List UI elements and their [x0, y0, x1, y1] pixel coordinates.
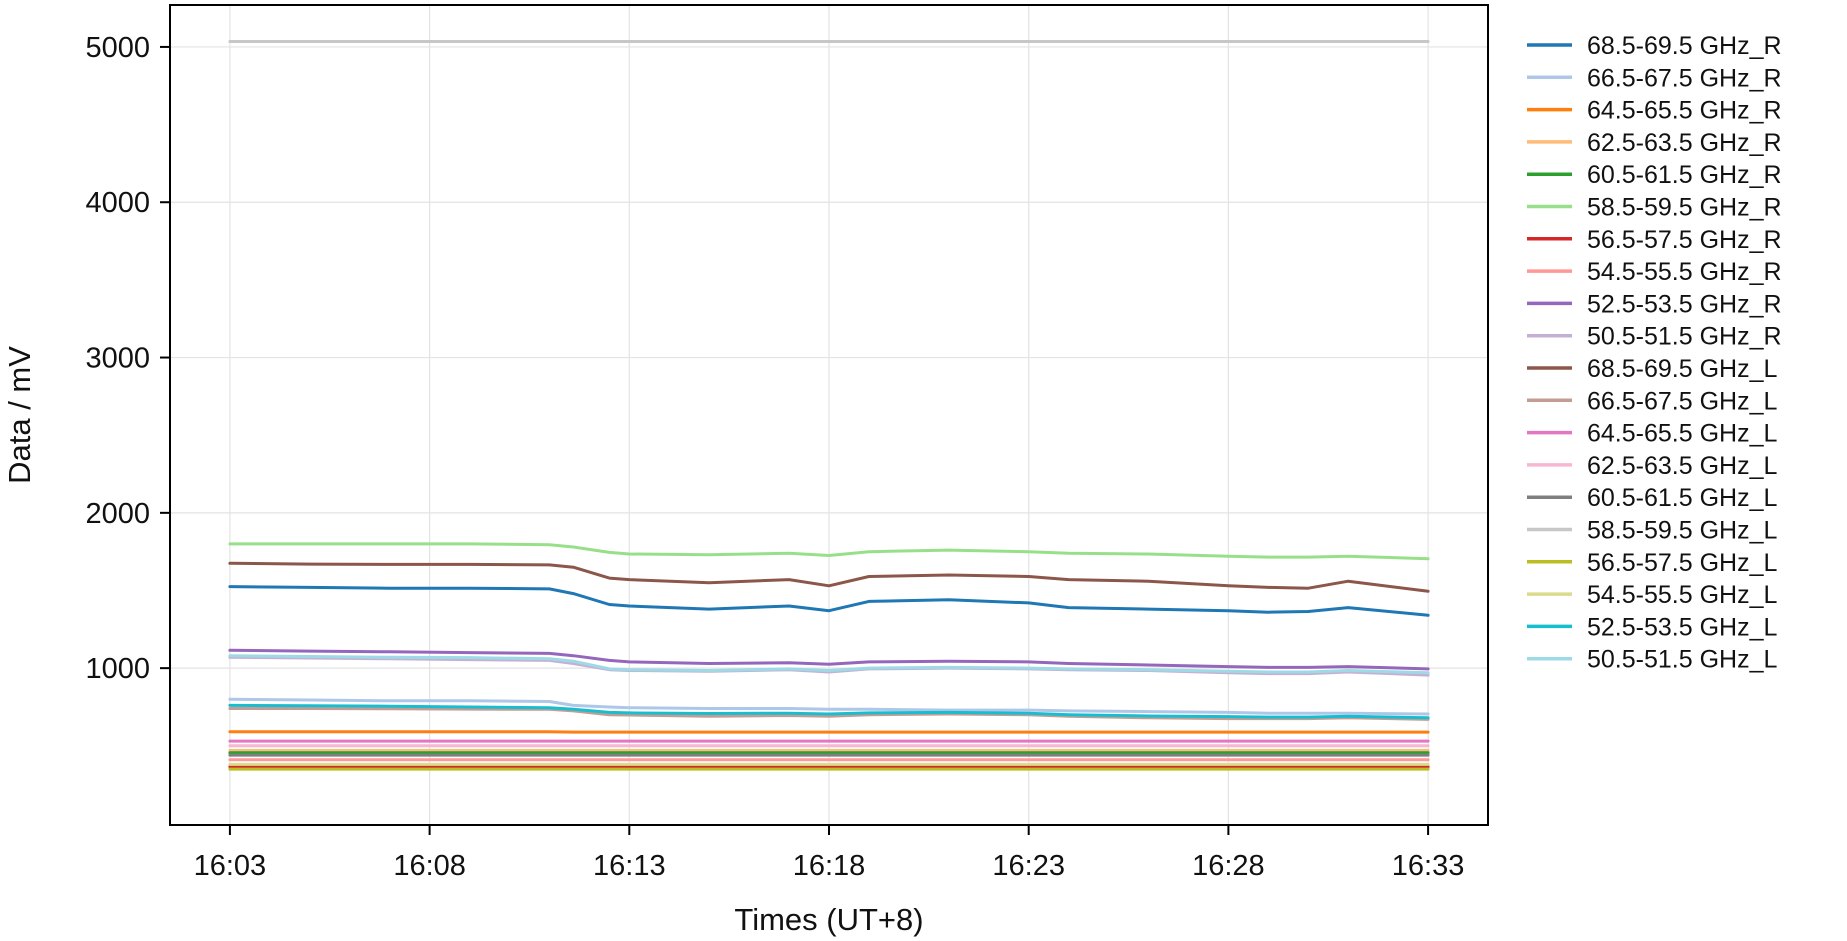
x-axis-title: Times (UT+8): [734, 902, 923, 937]
legend-label: 54.5-55.5 GHz_L: [1587, 581, 1777, 609]
series-line-12: [228, 707, 1430, 721]
y-tick-label: 5000: [85, 32, 150, 64]
x-tick-label: 16:03: [194, 850, 267, 882]
x-tick-label: 16:23: [992, 850, 1065, 882]
legend-label: 68.5-69.5 GHz_R: [1587, 32, 1782, 60]
legend-label: 66.5-67.5 GHz_R: [1587, 64, 1782, 92]
legend-label: 62.5-63.5 GHz_R: [1587, 129, 1782, 157]
legend-label: 68.5-69.5 GHz_L: [1587, 355, 1777, 383]
series-lines: [228, 40, 1430, 771]
series-line-20: [228, 654, 1430, 675]
legend-label: 62.5-63.5 GHz_L: [1587, 452, 1777, 480]
series-line-9: [228, 648, 1430, 671]
legend-label: 52.5-53.5 GHz_R: [1587, 290, 1782, 318]
legend: 68.5-69.5 GHz_R 66.5-67.5 GHz_R 64.5-65.5 …: [1527, 32, 1782, 674]
y-axis-title: Data / mV: [2, 346, 37, 484]
legend-label: 64.5-65.5 GHz_R: [1587, 97, 1782, 125]
legend-label: 66.5-67.5 GHz_L: [1587, 387, 1777, 415]
legend-label: 52.5-53.5 GHz_L: [1587, 613, 1777, 641]
series-line-1: [228, 585, 1430, 617]
legend-label: 50.5-51.5 GHz_R: [1587, 323, 1782, 351]
legend-label: 50.5-51.5 GHz_L: [1587, 646, 1777, 674]
x-tick-label: 16:08: [393, 850, 466, 882]
legend-label: 64.5-65.5 GHz_L: [1587, 420, 1777, 448]
x-tick-label: 16:13: [593, 850, 666, 882]
x-tick-label: 16:33: [1392, 850, 1465, 882]
y-tick-label: 1000: [85, 653, 150, 685]
series-line-19: [228, 703, 1430, 720]
x-axis: 16:03 16:08 16:13 16:18 16:23 16:28 16:33: [194, 825, 1465, 882]
legend-label: 54.5-55.5 GHz_R: [1587, 258, 1782, 286]
y-tick-label: 2000: [85, 498, 150, 530]
series-line-11: [228, 561, 1430, 593]
series-line-6: [228, 542, 1430, 561]
x-tick-label: 16:18: [793, 850, 866, 882]
y-tick-label: 3000: [85, 343, 150, 375]
legend-label: 58.5-59.5 GHz_L: [1587, 517, 1777, 545]
x-tick-label: 16:28: [1192, 850, 1265, 882]
legend-label: 60.5-61.5 GHz_R: [1587, 161, 1782, 189]
legend-label: 60.5-61.5 GHz_L: [1587, 484, 1777, 512]
legend-label: 56.5-57.5 GHz_L: [1587, 549, 1777, 577]
legend-label: 58.5-59.5 GHz_R: [1587, 194, 1782, 222]
series-line-10: [228, 655, 1430, 677]
series-line-2: [228, 697, 1430, 716]
grid: [170, 5, 1488, 825]
y-axis: 1000 2000 3000 4000 5000: [85, 32, 170, 685]
legend-label: 56.5-57.5 GHz_R: [1587, 226, 1782, 254]
y-tick-label: 4000: [85, 187, 150, 219]
